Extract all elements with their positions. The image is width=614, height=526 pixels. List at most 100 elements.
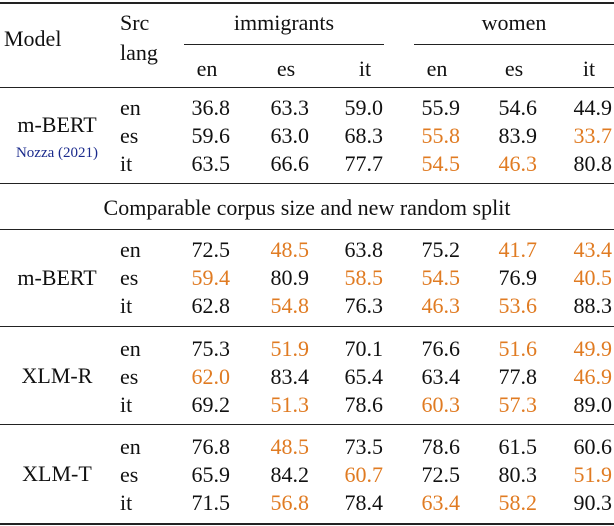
score-cell: 61.5 [498,434,538,459]
score-cell: 78.6 [421,434,461,459]
src-lang-cell: en [120,237,141,262]
score-cell: 54.8 [270,293,310,318]
score-cell: 46.9 [573,364,613,389]
score-cell: 59.4 [191,265,231,290]
src-lang-cell: it [120,490,133,515]
score-cell: 62.0 [191,364,231,389]
score-cell: 63.0 [270,123,310,148]
score-cell: 77.7 [344,151,384,176]
score-cell: 62.8 [191,293,231,318]
score-cell: 63.8 [344,237,384,262]
score-cell: 60.6 [573,434,613,459]
score-cell: 72.5 [421,462,461,487]
score-cell: 55.8 [421,123,461,148]
score-cell: 76.3 [344,293,384,318]
src-lang-cell: it [120,151,133,176]
header-model: Model [4,26,62,51]
score-cell: 80.8 [573,151,613,176]
score-cell: 78.4 [344,490,384,515]
model-name: m-BERT [17,265,97,290]
score-cell: 72.5 [191,237,231,262]
src-lang-cell: en [120,336,141,361]
score-cell: 49.9 [573,336,613,361]
score-cell: 57.3 [498,392,538,417]
score-cell: 73.5 [344,434,384,459]
score-cell: 70.1 [344,336,384,361]
src-lang-cell: es [120,265,139,290]
score-cell: 83.4 [270,364,310,389]
score-cell: 44.9 [573,95,613,120]
block-rule [0,424,614,425]
col-header: it [582,56,596,81]
score-cell: 78.6 [344,392,384,417]
score-cell: 76.6 [421,336,461,361]
model-name: XLM-T [22,461,92,486]
score-cell: 76.8 [191,434,231,459]
col-header: en [426,56,448,81]
score-cell: 71.5 [191,490,231,515]
score-cell: 51.9 [270,336,310,361]
score-cell: 60.7 [344,462,384,487]
score-cell: 51.6 [498,336,538,361]
group2-underline [414,44,614,45]
header-group-women: women [481,10,547,35]
score-cell: 51.9 [573,462,613,487]
src-lang-cell: es [120,462,139,487]
score-cell: 65.9 [191,462,231,487]
col-header: es [276,56,296,81]
citation-link[interactable]: Nozza (2021) [15,145,99,161]
src-lang-cell: es [120,364,139,389]
model-name: m-BERT [17,112,97,137]
section-bottom-rule [0,229,614,230]
score-cell: 33.7 [573,123,613,148]
top-rule [0,2,614,4]
score-cell: 59.0 [344,95,384,120]
block-rule [0,326,614,327]
model-name: XLM-R [21,363,93,388]
score-cell: 55.9 [421,95,461,120]
section-top-rule [0,183,614,184]
col-header: en [196,56,218,81]
col-header: es [504,56,524,81]
score-cell: 75.3 [191,336,231,361]
header-rule [0,87,614,88]
col-header: it [358,56,372,81]
src-lang-cell: it [120,293,133,318]
score-cell: 36.8 [191,95,231,120]
header-group-immigrants: immigrants [233,10,335,35]
score-cell: 88.3 [573,293,613,318]
score-cell: 89.0 [573,392,613,417]
score-cell: 54.5 [421,151,461,176]
score-cell: 43.4 [573,237,613,262]
score-cell: 63.4 [421,490,461,515]
score-cell: 83.9 [498,123,538,148]
src-lang-cell: en [120,434,141,459]
score-cell: 48.5 [270,237,310,262]
score-cell: 46.3 [421,293,461,318]
score-cell: 63.4 [421,364,461,389]
score-cell: 90.3 [573,490,613,515]
score-cell: 80.9 [270,265,310,290]
score-cell: 41.7 [498,237,538,262]
group1-underline [184,44,384,45]
score-cell: 84.2 [270,462,310,487]
score-cell: 63.3 [270,95,310,120]
header-src-lang: Src [120,10,150,35]
score-cell: 65.4 [344,364,384,389]
section-label: Comparable corpus size and new random sp… [103,195,511,220]
score-cell: 59.6 [191,123,231,148]
score-cell: 80.3 [498,462,538,487]
score-cell: 56.8 [270,490,310,515]
score-cell: 53.6 [498,293,538,318]
score-cell: 75.2 [421,237,461,262]
score-cell: 40.5 [573,265,613,290]
score-cell: 68.3 [344,123,384,148]
score-cell: 48.5 [270,434,310,459]
bottom-rule [0,523,614,525]
score-cell: 58.2 [498,490,538,515]
score-cell: 54.6 [498,95,538,120]
score-cell: 54.5 [421,265,461,290]
score-cell: 76.9 [498,265,538,290]
score-cell: 58.5 [344,265,384,290]
